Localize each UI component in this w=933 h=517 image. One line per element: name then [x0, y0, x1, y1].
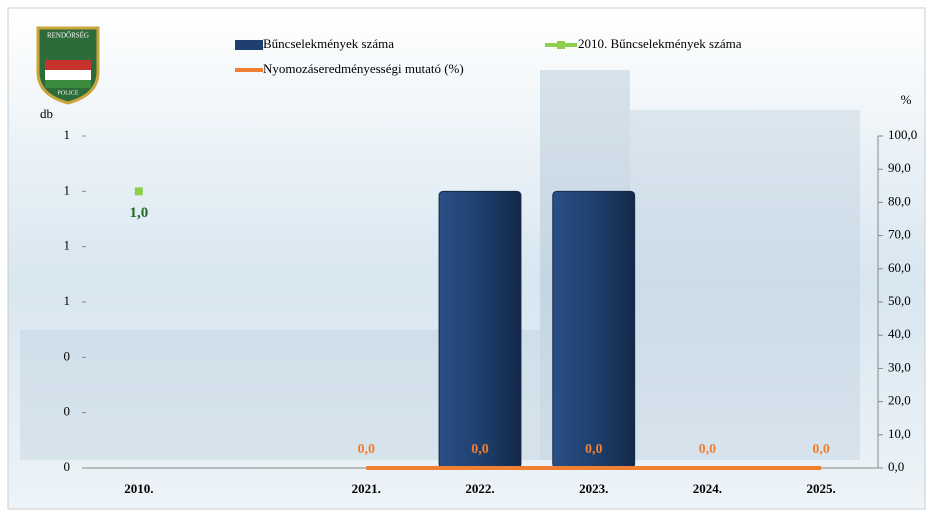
- y2-tick-label: 0,0: [888, 459, 904, 474]
- y2-tick-label: 50,0: [888, 293, 911, 308]
- logo: RENDŐRSÉG POLICE: [38, 28, 98, 103]
- x-tick-label: 2022.: [465, 481, 494, 496]
- y2-tick-label: 30,0: [888, 359, 911, 374]
- y2-tick-label: 20,0: [888, 393, 911, 408]
- y2-axis-label: %: [901, 92, 912, 107]
- bar: [553, 191, 635, 468]
- legend-label: Nyomozáseredményességi mutató (%): [263, 61, 464, 76]
- logo-text: RENDŐRSÉG: [47, 32, 89, 40]
- y2-tick-label: 100,0: [888, 127, 917, 142]
- y-tick-label: 0: [64, 348, 71, 363]
- data-label: 1,0: [129, 205, 148, 221]
- point: [135, 187, 143, 195]
- data-label: 0,0: [699, 442, 717, 457]
- y2-tick-label: 70,0: [888, 227, 911, 242]
- legend-swatch: [235, 40, 263, 50]
- y2-tick-label: 90,0: [888, 160, 911, 175]
- y-tick-label: 1: [64, 127, 71, 142]
- y-tick-label: 0: [64, 459, 71, 474]
- x-tick-label: 2025.: [807, 481, 836, 496]
- y2-tick-label: 40,0: [888, 326, 911, 341]
- y-tick-label: 0: [64, 404, 71, 419]
- y2-tick-label: 60,0: [888, 260, 911, 275]
- legend-label: Bűncselekmények száma: [263, 36, 394, 51]
- y2-tick-label: 10,0: [888, 426, 911, 441]
- data-label: 0,0: [585, 442, 603, 457]
- x-tick-label: 2023.: [579, 481, 608, 496]
- chart: RENDŐRSÉG POLICE db % 00011110,010,020,0…: [0, 0, 933, 517]
- logo-text: POLICE: [58, 90, 79, 96]
- y2-tick-label: 80,0: [888, 193, 911, 208]
- data-label: 0,0: [471, 442, 489, 457]
- y-axis-label: db: [40, 106, 53, 121]
- y-tick-label: 1: [64, 182, 71, 197]
- bar: [439, 191, 521, 468]
- legend-swatch: [557, 41, 565, 49]
- x-tick-label: 2021.: [352, 481, 381, 496]
- legend-label: 2010. Bűncselekmények száma: [578, 36, 742, 51]
- data-label: 0,0: [812, 442, 830, 457]
- data-label: 0,0: [358, 442, 376, 457]
- x-tick-label: 2024.: [693, 481, 722, 496]
- y-tick-label: 1: [64, 238, 71, 253]
- x-tick-label: 2010.: [124, 481, 153, 496]
- y-tick-label: 1: [64, 293, 71, 308]
